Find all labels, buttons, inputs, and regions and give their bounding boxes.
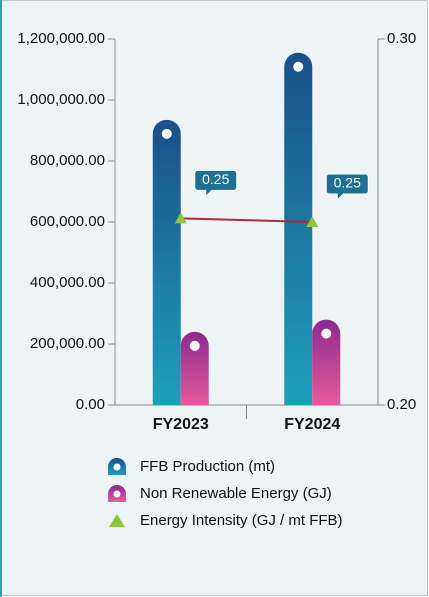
y-tick-label: 600,000.00 <box>30 213 105 230</box>
legend-marker-dot <box>113 490 121 498</box>
y2-tick-label: 0.20 <box>387 396 416 413</box>
bar-cap-dot <box>189 340 200 351</box>
bar <box>312 319 341 405</box>
y-tick-label: 200,000.00 <box>30 335 105 352</box>
callout-box <box>194 169 238 198</box>
bar-cap-dot <box>161 128 172 139</box>
line-marker <box>174 212 187 224</box>
line <box>180 217 313 223</box>
legend-marker <box>109 514 125 527</box>
callout: 0.25 <box>325 173 369 202</box>
legend-label: FFB Production (mt) <box>140 458 275 475</box>
y-tick-label: 1,000,000.00 <box>17 91 105 108</box>
line-marker <box>306 216 319 227</box>
legend-label: Energy Intensity (GJ / mt FFB) <box>140 512 343 529</box>
legend-marker-dot <box>113 463 121 471</box>
data-label: 0.25 <box>334 175 361 191</box>
data-label: 0.25 <box>202 171 229 187</box>
y-tick-label: 400,000.00 <box>30 274 105 291</box>
y-tick-label: 800,000.00 <box>30 152 105 169</box>
callout: 0.25 <box>194 169 238 198</box>
bar-cap-dot <box>293 61 304 72</box>
bar-cap-dot <box>321 328 332 339</box>
bar <box>284 52 313 405</box>
legend-label: Non Renewable Energy (GJ) <box>140 485 332 502</box>
y-tick-label: 1,200,000.00 <box>17 30 105 47</box>
bar <box>152 119 181 405</box>
y2-tick-label: 0.30 <box>387 30 416 47</box>
x-tick-label: FY2023 <box>153 416 209 433</box>
y-tick-label: 0.00 <box>76 396 105 413</box>
x-tick-label: FY2024 <box>284 416 340 433</box>
bar <box>180 331 209 405</box>
callout-box <box>325 173 369 202</box>
